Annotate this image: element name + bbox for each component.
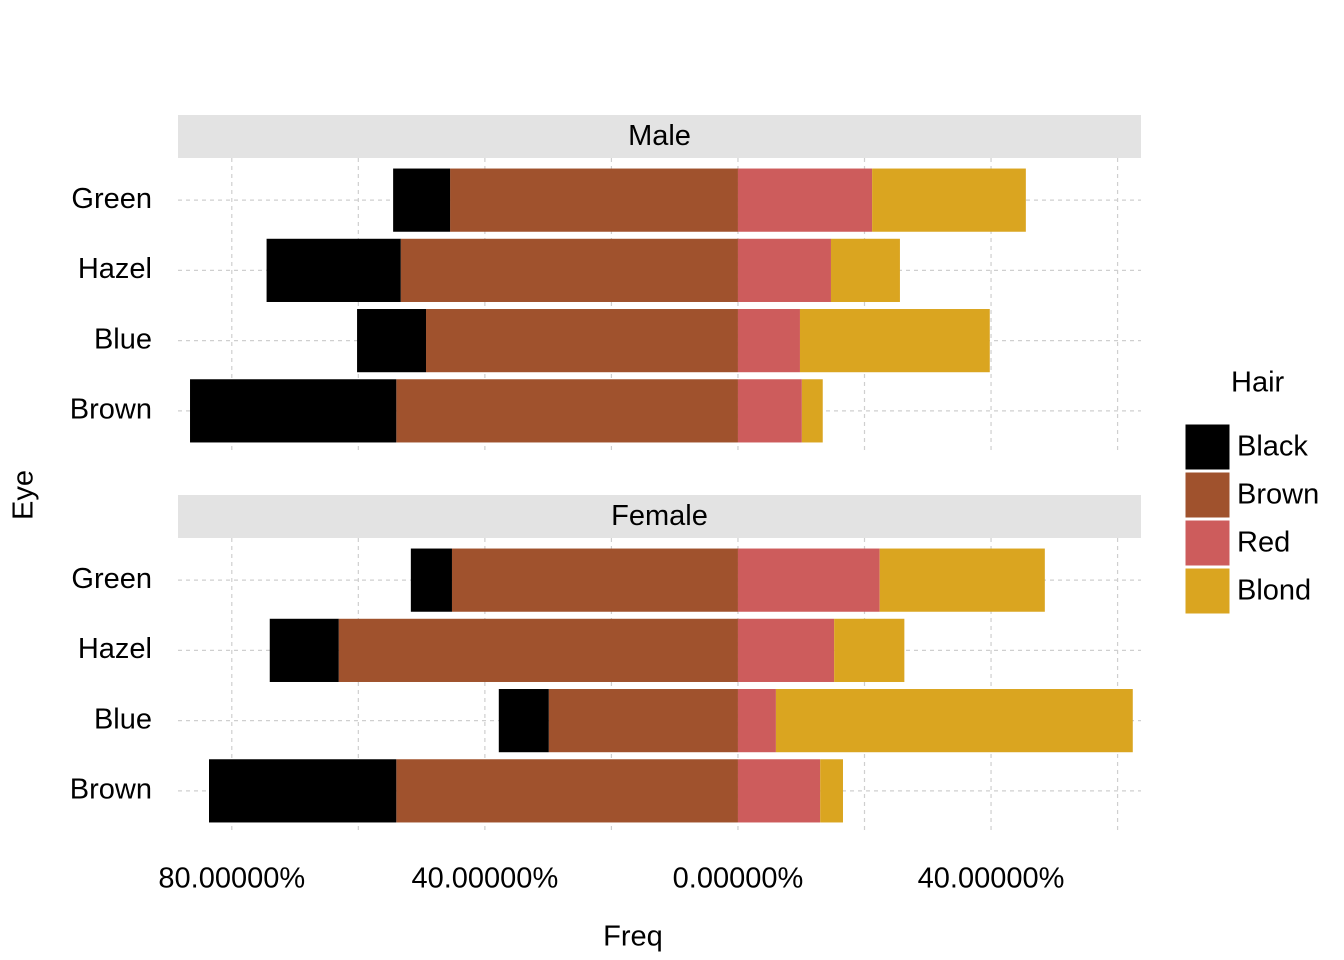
bar-segment [209,759,397,823]
bar-segment [190,379,397,443]
y-tick-label: Blue [94,703,152,735]
bar-segment [801,379,823,443]
legend-title: Hair [1231,367,1285,399]
bar-segment [799,309,990,373]
x-tick-label: 0.00000% [673,863,804,895]
bar-segment [269,618,339,682]
y-tick-label: Hazel [78,633,152,665]
bar-segment [830,238,900,302]
strip-title: Male [628,120,691,152]
bar-segment [820,759,843,823]
legend-key [1184,567,1231,615]
bar-segment [396,379,738,443]
x-tick-label: 80.00000% [158,863,305,895]
bar-segment [400,238,738,302]
strip [178,115,1141,158]
legend-label: Blond [1237,575,1311,607]
bar-segment [737,759,821,823]
bar-segment [775,689,1133,753]
bar-segment [879,548,1045,612]
legend-key [1184,423,1231,471]
bar-segment [357,309,427,373]
strip [178,495,1141,538]
x-tick-label: 40.00000% [918,863,1065,895]
bar-segment [737,689,776,753]
legend-key [1184,519,1231,567]
y-tick-label: Blue [94,323,152,355]
bar-segment [737,238,831,302]
bar-segment [872,168,1026,232]
legend-label: Red [1237,527,1290,559]
x-tick-label: 40.00000% [411,863,558,895]
bar-segment [737,618,835,682]
bar-segment [548,689,738,753]
y-tick-label: Hazel [78,253,152,285]
bar-segment [450,168,738,232]
legend-label: Black [1237,431,1308,463]
bar-segment [737,379,802,443]
y-tick-label: Brown [70,774,152,806]
bar-segment [410,548,452,612]
strip-title: Female [611,500,708,532]
y-tick-label: Green [71,563,152,595]
bar-segment [737,168,873,232]
bar-segment [451,548,738,612]
bar-segment [338,618,738,682]
legend-label: Brown [1237,479,1319,511]
y-tick-label: Brown [70,394,152,426]
y-axis-label: Eye [8,470,40,520]
y-tick-label: Green [71,183,152,215]
bar-segment [737,309,800,373]
x-axis-label: Freq [603,921,663,953]
bar-segment [393,168,451,232]
bar-segment [498,689,549,753]
bar-segment [426,309,738,373]
bar-segment [266,238,401,302]
bar-segment [396,759,738,823]
bar-segment [737,548,880,612]
legend-key [1184,471,1231,519]
bar-segment [834,618,905,682]
